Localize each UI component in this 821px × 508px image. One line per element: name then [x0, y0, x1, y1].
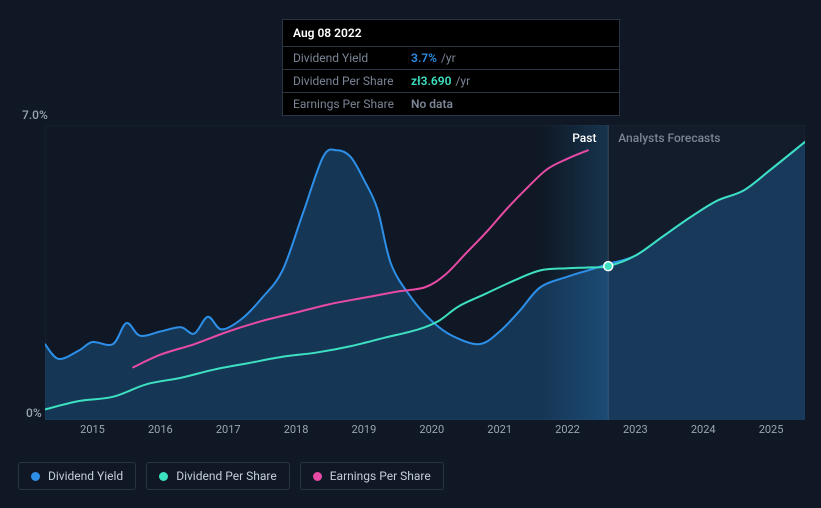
x-axis: 2015 2016 2017 2018 2019 2020 2021 2022 2023 2024… — [45, 423, 805, 443]
legend-item[interactable]: Dividend Yield — [18, 462, 136, 490]
chart-tooltip: Aug 08 2022 Dividend Yield3.7%/yrDividen… — [282, 19, 620, 116]
tooltip-row-value: No data — [411, 97, 453, 111]
tooltip-row-value: 3.7% — [411, 51, 437, 65]
x-tick-label: 2021 — [487, 423, 512, 436]
legend-item[interactable]: Earnings Per Share — [300, 462, 444, 490]
x-tick-label: 2017 — [216, 423, 241, 436]
tooltip-row-label: Earnings Per Share — [293, 97, 411, 111]
legend-label: Dividend Per Share — [176, 469, 277, 483]
tooltip-row: Dividend Per Sharezł3.690/yr — [283, 70, 619, 93]
tooltip-row: Earnings Per ShareNo data — [283, 93, 619, 115]
y-min-label: 0% — [26, 406, 42, 420]
x-tick-label: 2016 — [148, 423, 173, 436]
tooltip-row-unit: /yr — [441, 51, 456, 65]
x-tick-label: 2023 — [623, 423, 648, 436]
tooltip-row-label: Dividend Yield — [293, 51, 411, 65]
legend-dot-icon — [31, 472, 40, 481]
x-tick-label: 2025 — [759, 423, 784, 436]
x-tick-label: 2022 — [555, 423, 580, 436]
forecast-label: Analysts Forecasts — [618, 131, 720, 145]
tooltip-rows: Dividend Yield3.7%/yrDividend Per Sharez… — [283, 47, 619, 115]
legend-label: Earnings Per Share — [330, 469, 431, 483]
chart-svg — [45, 125, 805, 420]
x-tick-label: 2024 — [691, 423, 716, 436]
x-tick-label: 2019 — [352, 423, 377, 436]
tooltip-row-value: zł3.690 — [411, 74, 451, 88]
past-label: Past — [572, 131, 596, 145]
chart-area: Past Analysts Forecasts — [45, 125, 805, 420]
x-tick-label: 2020 — [419, 423, 444, 436]
x-tick-label: 2015 — [80, 423, 105, 436]
y-max-label: 7.0% — [22, 108, 48, 122]
x-tick-label: 2018 — [284, 423, 309, 436]
legend-dot-icon — [159, 472, 168, 481]
tooltip-row: Dividend Yield3.7% /yr — [283, 47, 619, 70]
legend: Dividend Yield Dividend Per Share Earnings… — [18, 462, 444, 490]
tooltip-date: Aug 08 2022 — [283, 20, 619, 47]
tooltip-row-unit: /yr — [455, 74, 470, 88]
legend-item[interactable]: Dividend Per Share — [146, 462, 290, 490]
legend-dot-icon — [313, 472, 322, 481]
legend-label: Dividend Yield — [48, 469, 123, 483]
tooltip-row-label: Dividend Per Share — [293, 74, 411, 88]
